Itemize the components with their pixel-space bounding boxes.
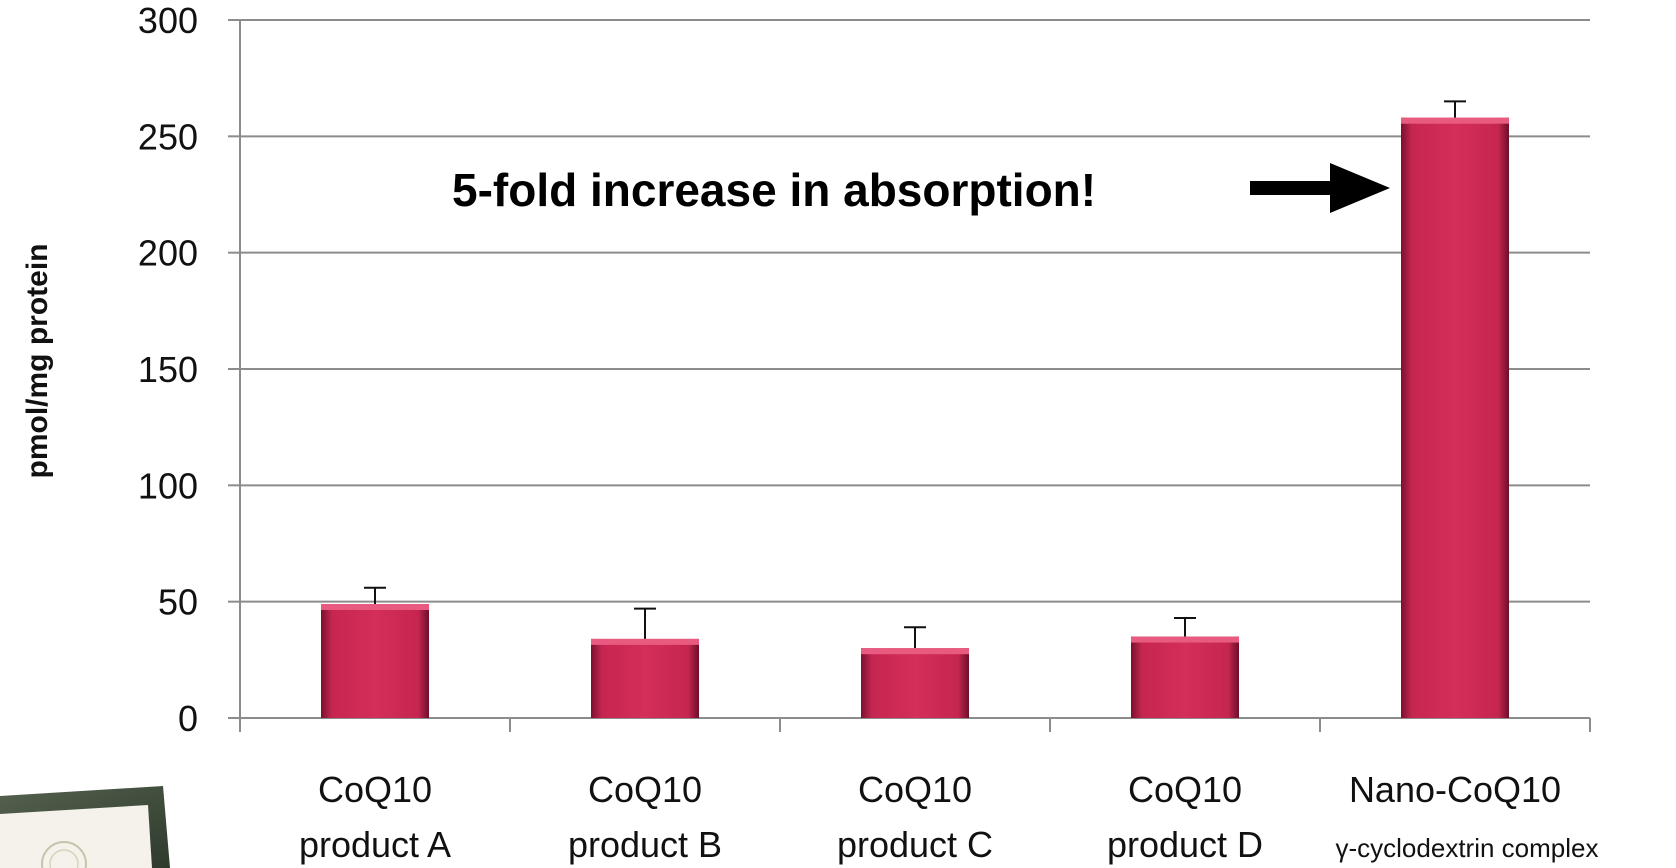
y-tick-label: 250 [138, 116, 198, 157]
y-tick-label: 100 [138, 465, 198, 506]
bars [321, 100, 1509, 719]
x-category-label: Nano-CoQ10 [1349, 769, 1561, 810]
y-tick-label: 0 [178, 698, 198, 739]
y-tick-label: 200 [138, 233, 198, 274]
bar [591, 638, 699, 718]
y-tick-label: 150 [138, 349, 198, 390]
x-category-label: CoQ10 [858, 769, 972, 810]
bar-highlight [591, 638, 699, 645]
bar-highlight [1131, 636, 1239, 643]
annotation-text: 5-fold increase in absorption! [452, 164, 1096, 216]
bar-highlight [1401, 117, 1509, 124]
x-category-label-line2: product A [299, 824, 451, 865]
bar [1131, 636, 1239, 718]
x-category-label-line2: product B [568, 824, 722, 865]
x-category-label-line2: product D [1107, 824, 1263, 865]
gridlines [240, 19, 1590, 603]
axes [228, 19, 1591, 732]
annotation-arrow-icon [1250, 163, 1390, 213]
bar [321, 603, 429, 718]
bar [1401, 117, 1509, 719]
annotation: 5-fold increase in absorption! [452, 163, 1390, 216]
labels: 0 50 100 150 200 250 300 CoQ10 product A CoQ10 pro… [138, 0, 1599, 865]
x-category-label: CoQ10 [318, 769, 432, 810]
x-category-label: CoQ10 [1128, 769, 1242, 810]
x-category-label: CoQ10 [588, 769, 702, 810]
bar-highlight [321, 603, 429, 610]
x-category-sublabel: γ-cyclodextrin complex [1336, 833, 1599, 863]
certificate-image [0, 786, 170, 868]
y-axis-label: pmol/mg protein [21, 244, 54, 479]
bar [861, 648, 969, 718]
bar-highlight [861, 648, 969, 655]
y-tick-label: 50 [158, 582, 198, 623]
x-category-label-line2: product C [837, 824, 993, 865]
y-tick-label: 300 [138, 0, 198, 41]
